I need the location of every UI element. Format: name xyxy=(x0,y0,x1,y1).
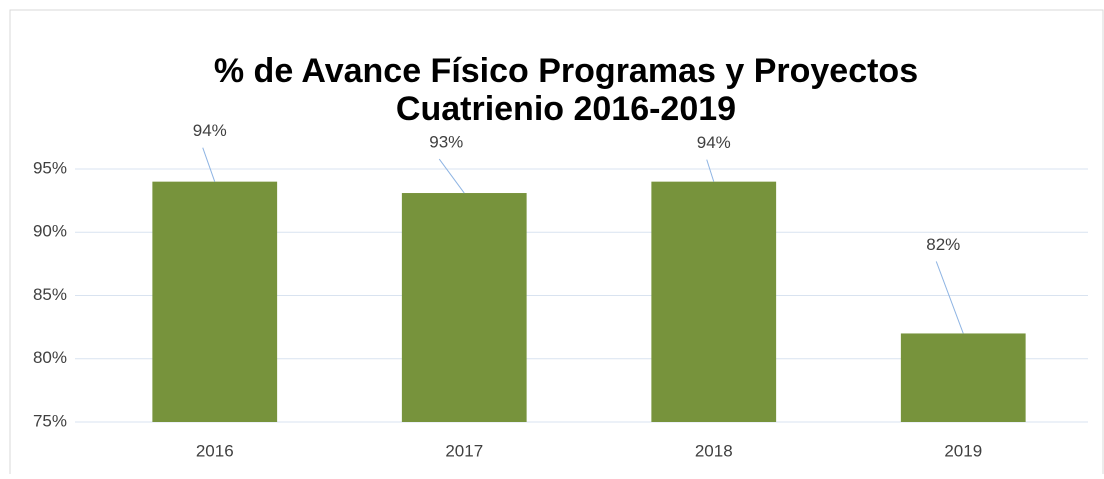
chart-border xyxy=(9,9,1104,479)
bar xyxy=(152,181,278,422)
chart-title: Cuatrienio 2016-2019 xyxy=(396,90,736,128)
y-tick-label: 95% xyxy=(33,158,67,177)
leader-line xyxy=(935,261,964,334)
data-label: 82% xyxy=(926,235,960,254)
chart-title: % de Avance Físico Programas y Proyectos xyxy=(214,52,918,90)
bar xyxy=(401,193,527,422)
bar xyxy=(651,181,777,422)
y-tick-label: 90% xyxy=(33,222,67,241)
y-tick-label: 85% xyxy=(33,285,67,304)
data-label: 94% xyxy=(697,133,731,152)
x-tick-label: 2018 xyxy=(695,441,733,460)
bar xyxy=(900,333,1026,422)
y-tick-label: 75% xyxy=(33,411,67,430)
data-label: 94% xyxy=(193,121,227,140)
leader-line xyxy=(202,147,216,182)
leader-line xyxy=(438,158,465,194)
y-tick-label: 80% xyxy=(33,348,67,367)
x-tick-label: 2017 xyxy=(445,441,483,460)
data-label: 93% xyxy=(429,133,463,152)
x-tick-label: 2019 xyxy=(944,441,982,460)
x-tick-label: 2016 xyxy=(196,441,234,460)
leader-line xyxy=(706,159,715,182)
